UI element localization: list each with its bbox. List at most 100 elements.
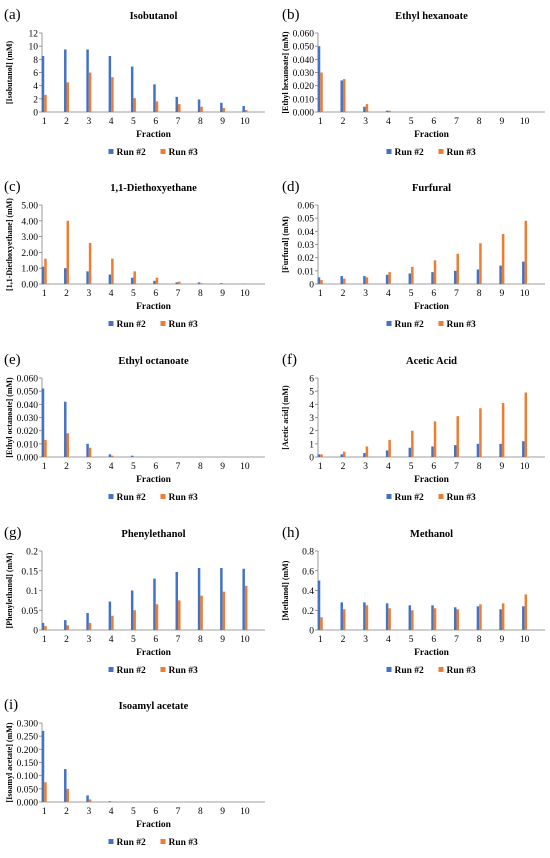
x-tick-label: 4 (386, 462, 391, 472)
y-tick-label: 0.1 (26, 587, 38, 597)
bar-run3 (388, 110, 391, 112)
bar-run3 (388, 439, 391, 457)
y-tick-label: 0.03 (297, 241, 314, 251)
bar-run2 (86, 49, 89, 112)
legend-label-run2: Run #2 (395, 148, 425, 158)
bar-run2 (220, 102, 223, 112)
y-tick-label: 0.250 (17, 733, 39, 743)
legend-label-run2: Run #2 (117, 666, 147, 676)
x-tick-label: 2 (64, 117, 69, 127)
x-tick-label: 10 (240, 635, 250, 645)
x-tick-label: 8 (477, 117, 482, 127)
bar-run2 (340, 276, 343, 284)
x-tick-label: 9 (220, 462, 225, 472)
y-tick-label: 0.150 (17, 759, 39, 769)
y-tick-label: 0.2 (26, 548, 38, 558)
x-axis-label: Fraction (136, 475, 172, 485)
bar-run3 (44, 782, 47, 802)
y-tick-label: 12 (29, 30, 39, 40)
x-tick-label: 1 (42, 635, 47, 645)
panel-label: (f) (282, 352, 297, 368)
bar-run3 (222, 591, 226, 630)
bar-run3 (200, 595, 203, 630)
legend: Run #2 Run #3 (108, 666, 199, 676)
x-axis-label: Fraction (136, 130, 172, 140)
bar-run3 (178, 281, 181, 284)
bar-run2 (175, 96, 179, 112)
bar-run3 (342, 609, 346, 630)
x-tick-label: 4 (109, 117, 114, 127)
bar-run2 (64, 620, 67, 630)
legend: Run #2 Run #3 (108, 493, 198, 503)
legend-swatch-run2 (108, 667, 114, 672)
bar-run3 (133, 271, 136, 284)
y-tick-label: 8 (33, 56, 38, 66)
x-tick-label: 6 (431, 635, 436, 645)
x-tick-label: 5 (409, 117, 414, 127)
bar-run2 (499, 443, 502, 457)
bar-run3 (365, 104, 369, 112)
legend-swatch-run2 (386, 667, 392, 672)
y-tick-label: 0.100 (17, 772, 39, 782)
legend-label-run3: Run #3 (169, 666, 199, 676)
y-tick-label: 0.000 (17, 799, 39, 809)
bar-run2 (197, 567, 201, 630)
bar-run2 (197, 99, 201, 112)
bar-run3 (244, 110, 248, 112)
legend-label-run2: Run #2 (395, 666, 425, 676)
bar-run2 (153, 84, 156, 112)
legend: Run #2 Run #3 (386, 148, 476, 158)
x-tick-label: 5 (131, 807, 136, 817)
bar-run3 (342, 278, 346, 284)
bar-run3 (66, 625, 70, 630)
x-tick-label: 6 (153, 807, 158, 817)
bar-run2 (453, 445, 457, 457)
bar-run3 (222, 108, 226, 112)
y-tick-label: 0.300 (17, 720, 39, 730)
bar-run2 (108, 454, 112, 457)
x-tick-label: 10 (240, 462, 250, 472)
bar-run2 (220, 567, 223, 630)
y-tick-label: 5 (309, 388, 314, 398)
bar-run2 (385, 274, 389, 284)
bar-run3 (433, 260, 437, 284)
x-tick-label: 8 (477, 289, 482, 299)
bar-run2 (197, 282, 201, 284)
bar-run3 (524, 220, 528, 284)
bar-run3 (88, 72, 92, 112)
x-tick-label: 9 (220, 635, 225, 645)
y-axis-label: [Ethyl hexanoate] (mM) (281, 31, 290, 114)
bar-run2 (86, 443, 89, 457)
chart-panel: (g) Phenylethanol 0 0.05 0.1 0.15 0.2 [Phenylet… (4, 525, 265, 676)
x-tick-label: 7 (176, 807, 181, 817)
bar-run3 (66, 82, 70, 112)
y-tick-label: 0.200 (17, 746, 39, 756)
bar-run3 (178, 104, 181, 112)
legend-label-run2: Run #2 (117, 148, 147, 158)
x-tick-label: 8 (198, 117, 203, 127)
x-tick-label: 5 (131, 289, 136, 299)
legend-swatch-run2 (108, 839, 114, 844)
x-tick-label: 6 (153, 462, 158, 472)
bar-run3 (66, 220, 70, 284)
x-tick-label: 4 (386, 289, 391, 299)
bar-run2 (340, 602, 343, 630)
bar-run2 (499, 609, 502, 630)
x-tick-label: 6 (431, 289, 436, 299)
bar-run2 (476, 269, 480, 284)
y-axis-label: [Furfural] (mM) (281, 216, 290, 273)
y-tick-label: 1.00 (21, 265, 38, 275)
x-tick-label: 1 (318, 635, 323, 645)
x-tick-label: 4 (109, 807, 114, 817)
bar-run3 (456, 609, 459, 630)
y-tick-label: 0.04 (297, 228, 314, 238)
legend-swatch-run3 (438, 494, 444, 499)
bar-run2 (108, 56, 112, 112)
x-tick-label: 2 (64, 289, 69, 299)
bar-run2 (86, 795, 89, 802)
x-tick-label: 3 (363, 289, 368, 299)
legend: Run #2 Run #3 (386, 666, 476, 676)
bar-run3 (111, 455, 114, 457)
y-tick-label: 0 (33, 109, 38, 119)
